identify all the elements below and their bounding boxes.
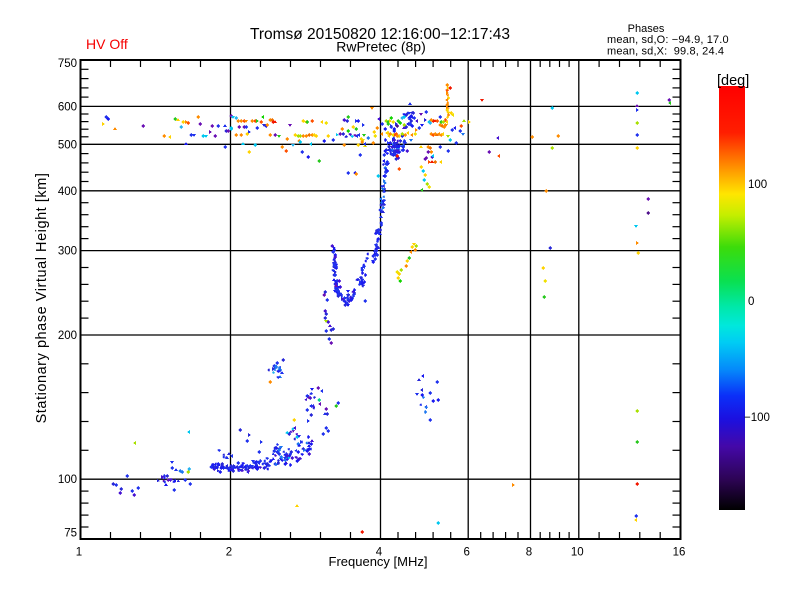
svg-text:Phases: Phases: [628, 23, 665, 35]
svg-text:8: 8: [526, 547, 532, 559]
svg-text:[deg]: [deg]: [717, 73, 749, 89]
svg-text:1: 1: [76, 547, 82, 559]
svg-text:750: 750: [58, 58, 77, 70]
svg-text:16: 16: [673, 547, 686, 559]
svg-text:600: 600: [58, 101, 77, 113]
svg-text:2: 2: [226, 547, 232, 559]
svg-text:75: 75: [64, 528, 77, 540]
svg-text:6: 6: [463, 547, 469, 559]
svg-text:HV Off: HV Off: [86, 36, 128, 52]
svg-text:Frequency [MHz]: Frequency [MHz]: [329, 554, 428, 569]
svg-text:Tromsø 20150820 12:16:00−12:17: Tromsø 20150820 12:16:00−12:17:43: [250, 26, 510, 43]
svg-text:400: 400: [58, 186, 77, 198]
svg-text:200: 200: [58, 330, 77, 342]
svg-text:RwPretec (8p): RwPretec (8p): [336, 39, 425, 55]
svg-text:−100: −100: [744, 412, 770, 424]
svg-text:Stationary phase Virtual Heigh: Stationary phase Virtual Height [km]: [34, 173, 50, 424]
svg-text:10: 10: [571, 547, 584, 559]
svg-text:0: 0: [748, 296, 754, 308]
svg-text:100: 100: [748, 179, 767, 191]
svg-text:mean, sd,X: 99.8, 24.4: mean, sd,X: 99.8, 24.4: [607, 46, 724, 58]
svg-text:4: 4: [376, 547, 383, 559]
svg-text:100: 100: [58, 474, 77, 486]
svg-text:mean, sd,O: −94.9, 17.0: mean, sd,O: −94.9, 17.0: [607, 34, 729, 46]
svg-text:500: 500: [58, 139, 77, 151]
svg-text:300: 300: [58, 246, 77, 258]
